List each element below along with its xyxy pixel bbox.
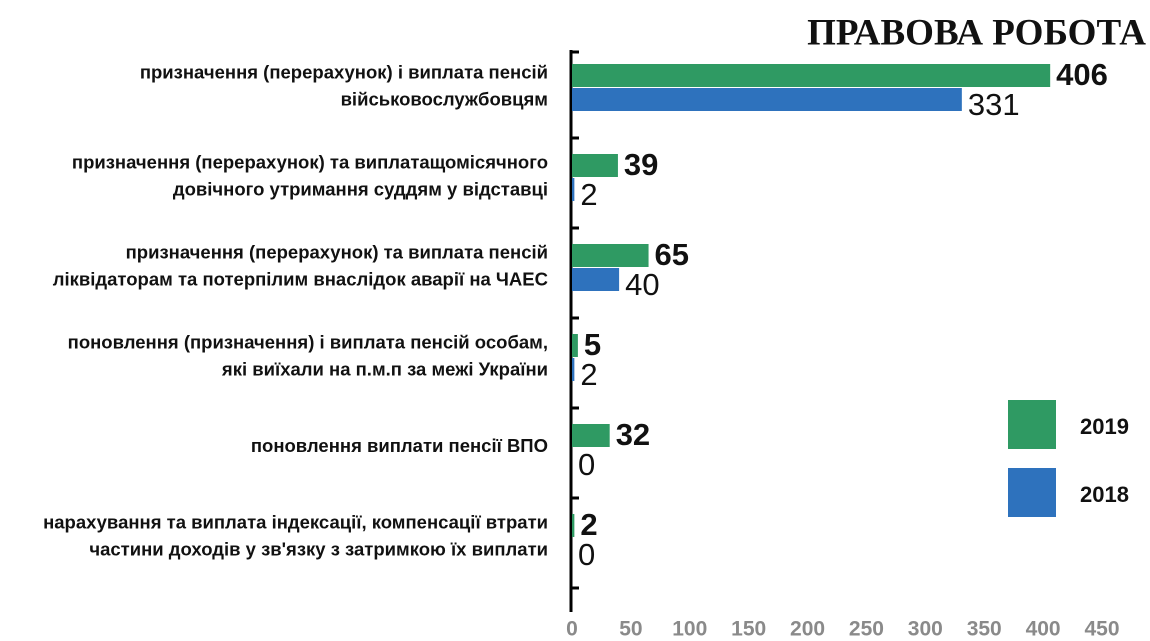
bar — [572, 334, 578, 357]
category-label: ліквідаторам та потерпілим внаслідок ава… — [53, 268, 548, 289]
bar — [572, 268, 620, 291]
value-label: 0 — [578, 537, 595, 572]
bar — [572, 514, 575, 537]
category-label: частини доходів у зв'язку з затримкою їх… — [89, 538, 548, 559]
x-tick-label: 100 — [672, 618, 707, 641]
x-tick-label: 150 — [731, 618, 766, 641]
category-label: військовослужбовцям — [341, 88, 548, 109]
legend-swatch — [1008, 468, 1056, 517]
legend-label: 2019 — [1080, 414, 1129, 439]
x-tick-label: 400 — [1026, 618, 1061, 641]
x-tick-label: 250 — [849, 618, 884, 641]
x-tick-label: 350 — [967, 618, 1002, 641]
legend-label: 2018 — [1080, 482, 1129, 507]
bar — [572, 88, 962, 111]
legend-swatch — [1008, 400, 1056, 449]
value-label: 32 — [616, 417, 650, 452]
value-label: 331 — [968, 87, 1020, 122]
value-label: 406 — [1056, 57, 1108, 92]
category-label: нарахування та виплата індексації, компе… — [43, 511, 548, 532]
value-label: 65 — [655, 237, 689, 272]
bar — [572, 424, 610, 447]
value-label: 2 — [580, 507, 597, 542]
category-label: призначення (перерахунок) та виплата пен… — [126, 241, 548, 262]
value-label: 40 — [625, 267, 659, 302]
value-label: 39 — [624, 147, 658, 182]
x-tick-label: 450 — [1084, 618, 1119, 641]
value-label: 2 — [580, 177, 597, 212]
value-label: 2 — [580, 357, 597, 392]
x-tick-label: 0 — [566, 618, 578, 641]
x-tick-label: 200 — [790, 618, 825, 641]
bar — [572, 178, 575, 201]
bar — [572, 154, 618, 177]
category-label: поновлення (призначення) і виплата пенсі… — [68, 331, 548, 352]
category-label: довічного утримання суддям у відставці — [173, 178, 548, 199]
category-label: призначення (перерахунок) і виплата пенс… — [140, 61, 548, 82]
bar — [572, 358, 575, 381]
x-tick-label: 300 — [908, 618, 943, 641]
bar — [572, 244, 649, 267]
chart-title: ПРАВОВА РОБОТА — [807, 12, 1146, 53]
category-label: поновлення виплати пенсії ВПО — [251, 435, 548, 456]
x-tick-label: 50 — [619, 618, 642, 641]
category-label: призначення (перерахунок) та виплатащомі… — [72, 151, 548, 172]
value-label: 5 — [584, 327, 601, 362]
bar — [572, 64, 1051, 87]
category-label: які виїхали на п.м.п за межі України — [221, 358, 548, 379]
value-label: 0 — [578, 447, 595, 482]
